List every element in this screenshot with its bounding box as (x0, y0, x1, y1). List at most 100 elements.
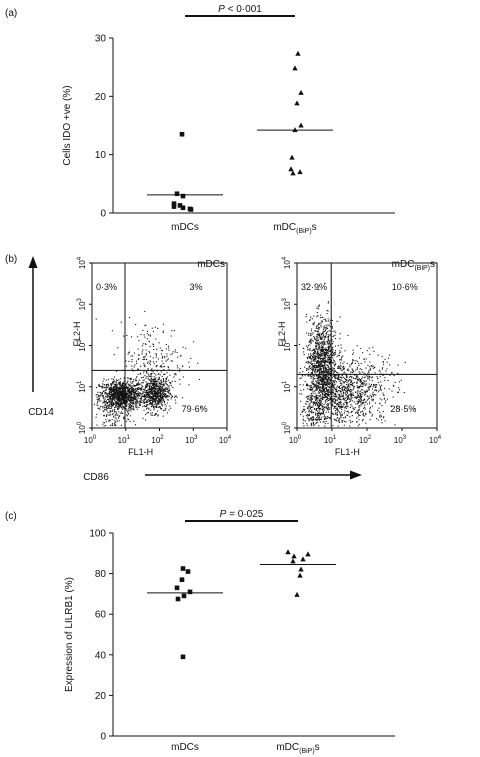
flow-panel-1-event-913 (313, 353, 315, 355)
flow-panel-1-event-828 (333, 398, 335, 400)
flow-panel-1-events (298, 282, 416, 427)
flow-panel-1-event-2107 (353, 370, 355, 372)
flow-panel-1-event-101 (336, 372, 338, 374)
flow-panel-1-event-294 (320, 314, 322, 316)
flow-panel-0-event-1935 (139, 383, 141, 385)
flow-panel-1-event-2269 (307, 397, 309, 399)
flow-panel-0-event-1653 (157, 387, 159, 389)
flow-panel-0-event-1831 (144, 343, 146, 345)
flow-panel-0-event-18 (117, 414, 119, 416)
flow-panel-1-event-1930 (359, 394, 362, 397)
flow-panel-0-event-1916 (162, 330, 164, 332)
flow-panel-0-event-1596 (155, 398, 157, 400)
flow-panel-0-event-913 (96, 404, 98, 406)
flow-panel-1-event-855 (319, 346, 321, 348)
flow-panel-0-event-244 (111, 402, 113, 404)
flow-panel-0-event-1735 (153, 399, 155, 401)
flow-panel-0-event-976 (123, 392, 125, 394)
flow-panel-0-event-132 (121, 407, 123, 409)
flow-panel-1-event-82 (338, 421, 341, 423)
flow-panel-1-event-1085 (324, 337, 326, 339)
flow-panel-1-event-2254 (320, 418, 322, 420)
flow-panel-0-event-1054 (105, 379, 107, 381)
flow-panel-0-event-1155 (158, 395, 160, 397)
flow-panel-0-event-1973 (159, 401, 161, 403)
flow-panel-1-title-main: mDC (392, 259, 415, 270)
flow-panel-0-event-1393 (154, 398, 156, 400)
flow-panel-0-ytick-exp-4: 4 (77, 256, 83, 260)
flow-panel-0-event-1719 (146, 408, 148, 410)
flow-panel-1-event-1889 (332, 391, 334, 393)
flow-panel-0-event-506 (134, 399, 136, 401)
flow-panel-1-event-1062 (319, 376, 321, 378)
flow-panel-0-event-1816 (142, 329, 144, 331)
flow-panel-1-event-2077 (388, 388, 390, 390)
flow-panel-1-event-1759 (356, 410, 358, 412)
flow-panel-0-event-2030 (117, 407, 119, 410)
flow-panel-0-event-229 (118, 401, 120, 403)
flow-panel-0-event-327 (99, 408, 101, 410)
flow-panel-1-event-2220 (332, 412, 334, 415)
flow-panel-0-event-1751 (143, 364, 145, 366)
flow-panel-0-event-1436 (142, 392, 144, 394)
flow-panel-0-event-850 (135, 390, 137, 392)
flow-panel-0-event-1511 (175, 402, 177, 404)
flow-panel-1-event-882 (320, 341, 322, 343)
flow-panel-1-event-1024 (321, 416, 323, 418)
flow-panel-0-event-236 (142, 382, 144, 384)
flow-panel-0-event-1524 (158, 376, 160, 378)
flow-panel-0-event-1148 (166, 380, 168, 382)
flow-panel-1-event-673 (315, 366, 317, 368)
panel-c-point-0-5 (181, 593, 187, 599)
flow-panel-1-event-2014 (398, 408, 400, 410)
flow-panel-0-event-1928 (147, 361, 149, 363)
flow-panel-0-event-605 (110, 395, 112, 397)
flow-panel-0-event-1616 (171, 396, 173, 398)
flow-panel-0-event-1896 (162, 362, 164, 365)
flow-panel-1-event-1233 (351, 384, 353, 387)
flow-panel-0-event-971 (122, 394, 124, 396)
flow-panel-0-event-125 (131, 400, 133, 402)
flow-panel-0-event-1945 (121, 398, 123, 400)
flow-panel-1-event-1205 (323, 397, 325, 399)
flow-panel-1-event-1970 (356, 387, 358, 389)
flow-panel-0-event-2059 (108, 414, 110, 416)
flow-panel-1-event-1037 (317, 381, 319, 383)
flow-panel-0-event-2073 (127, 418, 129, 420)
flow-panel-1-event-1248 (352, 388, 354, 390)
flow-panel-1-event-1372 (335, 387, 337, 389)
flow-panel-1-event-921 (316, 400, 319, 402)
flow-panel-1-event-1548 (357, 411, 359, 414)
flow-panel-1-event-492 (313, 375, 316, 377)
flow-panel-1-event-2253 (308, 417, 310, 420)
flow-panel-1-event-1202 (326, 390, 328, 392)
flow-panel-1-event-627 (331, 339, 333, 341)
flow-panel-1-event-969 (330, 330, 332, 332)
flow-panel-1-event-494 (312, 360, 314, 362)
flow-panel-0-event-1777 (200, 406, 202, 408)
flow-panel-0-event-1472 (160, 397, 162, 399)
flow-panel-1-event-1118 (338, 352, 341, 354)
flow-panel-0-event-260 (109, 420, 111, 422)
flow-panel-0-event-992 (116, 390, 118, 392)
flow-panel-1-event-1831 (331, 400, 333, 403)
flow-panel-1-event-2009 (357, 379, 359, 381)
flow-panel-1-event-551 (312, 380, 315, 382)
flow-panel-1-event-598 (327, 320, 330, 322)
flow-panel-0-event-210 (132, 389, 134, 391)
flow-panel-0-event-2080 (123, 416, 125, 418)
flow-panel-1-event-1791 (337, 367, 339, 369)
flow-panel-1-event-1594 (328, 377, 330, 379)
flow-panel-1-event-2196 (314, 401, 316, 403)
flow-panel-1-event-1415 (320, 398, 322, 400)
flow-panel-0-event-1280 (160, 385, 162, 388)
flow-panel-0-event-1175 (139, 403, 141, 406)
flow-panel-1-event-1940 (355, 375, 357, 377)
flow-panel-1-event-633 (332, 382, 334, 384)
flow-panel-1-event-1773 (328, 391, 331, 393)
flow-panel-1-event-219 (311, 360, 313, 362)
flow-panel-0-event-1113 (145, 395, 147, 397)
flow-panel-1-event-27 (316, 312, 318, 314)
flow-panel-0-event-878 (116, 400, 118, 403)
flow-panel-0-event-1731 (161, 394, 163, 396)
